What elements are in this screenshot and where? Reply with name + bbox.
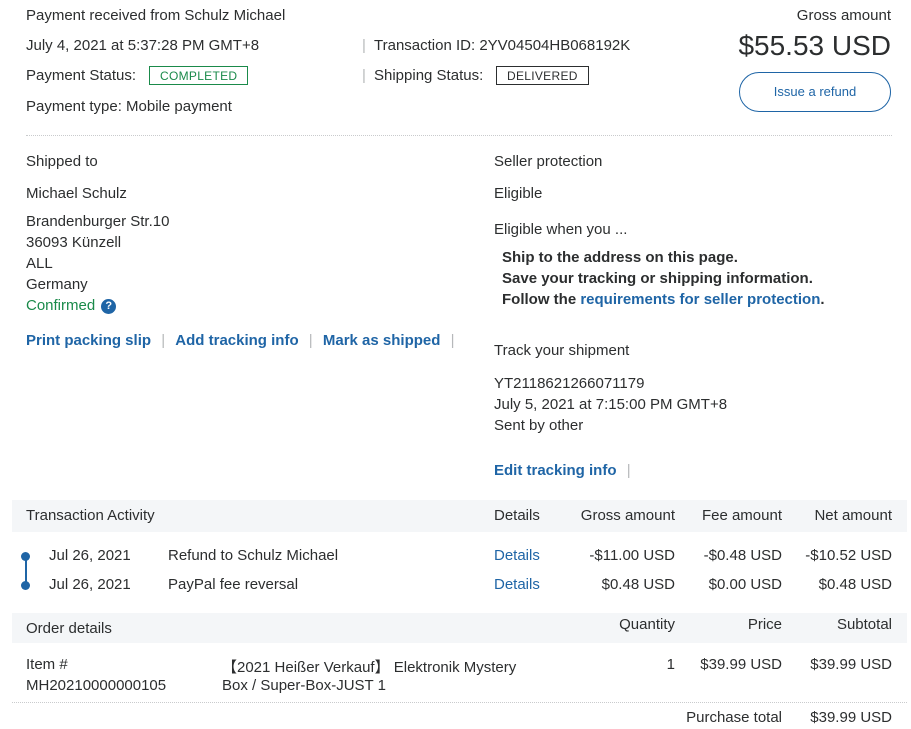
seller-protection-heading: Seller protection: [494, 153, 603, 170]
activity-details-link[interactable]: Details: [494, 547, 540, 564]
transaction-datetime: July 4, 2021 at 5:37:28 PM GMT+8: [26, 37, 260, 54]
follow-suffix: .: [820, 291, 825, 308]
activity-col-details: Details: [494, 507, 540, 524]
condition-item: Save your tracking or shipping informati…: [502, 270, 813, 287]
activity-date: Jul 26, 2021: [49, 576, 131, 593]
address-line: Germany: [26, 276, 88, 293]
payment-status-label: Payment Status:: [26, 67, 137, 84]
item-number: MH20210000000105: [26, 677, 167, 694]
page-title: Payment received from Schulz Michael: [26, 7, 286, 24]
activity-net: -$10.52 USD: [805, 547, 892, 564]
purchase-total-label: Purchase total: [686, 709, 782, 726]
separator: |: [362, 37, 366, 54]
eligible-when-text: Eligible when you ...: [494, 221, 628, 238]
activity-description: PayPal fee reversal: [168, 576, 299, 593]
condition-item: Follow the requirements for seller prote…: [502, 291, 825, 308]
address-line: ALL: [26, 255, 53, 272]
shipping-status-badge: DELIVERED: [496, 66, 589, 85]
separator: |: [161, 332, 166, 349]
item-subtotal: $39.99 USD: [810, 656, 892, 673]
item-name: 【2021 Heißer Verkauf】 Elektronik Mystery: [222, 659, 517, 676]
order-heading: Order details: [26, 620, 112, 637]
activity-col-fee: Fee amount: [701, 507, 782, 524]
help-icon[interactable]: ?: [101, 299, 117, 314]
issue-refund-button[interactable]: Issue a refund: [739, 72, 891, 112]
timeline-dot: [21, 552, 30, 561]
activity-header-band: [12, 500, 907, 532]
payment-status-badge: COMPLETED: [149, 66, 249, 85]
order-col-quantity: Quantity: [619, 616, 675, 633]
activity-date: Jul 26, 2021: [49, 547, 131, 564]
seller-protection-status: Eligible: [494, 185, 543, 202]
item-price: $39.99 USD: [700, 656, 782, 673]
gross-amount-label: Gross amount: [796, 7, 891, 24]
edit-tracking-info-link[interactable]: Edit tracking info: [494, 462, 617, 479]
shipping-actions: Print packing slip | Add tracking info |…: [26, 332, 461, 349]
activity-fee: $0.00 USD: [708, 576, 782, 593]
activity-col-gross: Gross amount: [580, 507, 675, 524]
payment-type: Payment type: Mobile payment: [26, 98, 232, 115]
mark-as-shipped-link[interactable]: Mark as shipped: [322, 332, 441, 349]
tracking-number: YT2118621266071179: [494, 375, 645, 392]
seller-protection-requirements-link[interactable]: requirements for seller protection: [580, 291, 821, 308]
activity-gross: -$11.00 USD: [589, 547, 675, 564]
tracking-carrier: Sent by other: [494, 417, 584, 434]
tracking-datetime: July 5, 2021 at 7:15:00 PM GMT+8: [494, 396, 728, 413]
activity-col-net: Net amount: [814, 507, 892, 524]
address-confirmed: Confirmed?: [26, 297, 117, 314]
activity-details-link[interactable]: Details: [494, 576, 540, 593]
separator: |: [450, 332, 455, 349]
shipped-to-heading: Shipped to: [26, 153, 98, 170]
track-shipment-heading: Track your shipment: [494, 342, 630, 359]
tracking-actions: Edit tracking info |: [494, 462, 631, 479]
condition-item: Ship to the address on this page.: [502, 249, 738, 266]
confirmed-label: Confirmed: [26, 297, 96, 314]
item-name: Box / Super-Box-JUST 1: [222, 677, 386, 694]
separator: |: [362, 67, 366, 84]
follow-prefix: Follow the: [502, 291, 581, 308]
order-col-price: Price: [747, 616, 782, 633]
order-header-band: [12, 613, 907, 643]
separator: |: [308, 332, 313, 349]
purchase-total: $39.99 USD: [810, 709, 892, 726]
timeline-line: [25, 557, 27, 585]
shipping-status-label: Shipping Status:: [374, 67, 484, 84]
gross-amount: $55.53 USD: [738, 30, 891, 61]
timeline-dot: [21, 581, 30, 590]
divider: [26, 135, 892, 136]
recipient-name: Michael Schulz: [26, 185, 127, 202]
divider: [12, 702, 907, 703]
transaction-id: Transaction ID: 2YV04504HB068192K: [374, 37, 631, 54]
print-packing-slip-link[interactable]: Print packing slip: [26, 332, 152, 349]
item-label: Item #: [26, 656, 68, 673]
activity-fee: -$0.48 USD: [703, 547, 782, 564]
address-line: Brandenburger Str.10: [26, 213, 170, 230]
activity-description: Refund to Schulz Michael: [168, 547, 339, 564]
separator: |: [626, 462, 631, 479]
activity-gross: $0.48 USD: [601, 576, 675, 593]
add-tracking-info-link[interactable]: Add tracking info: [175, 332, 299, 349]
activity-net: $0.48 USD: [818, 576, 892, 593]
item-quantity: 1: [666, 656, 675, 673]
address-line: 36093 Künzell: [26, 234, 122, 251]
activity-heading: Transaction Activity: [26, 507, 155, 524]
order-col-subtotal: Subtotal: [836, 616, 892, 633]
